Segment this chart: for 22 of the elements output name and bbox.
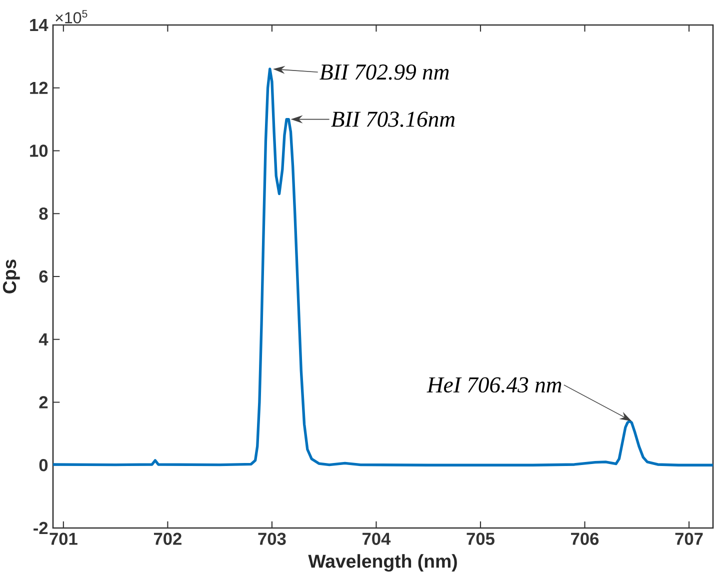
annotation: BII 703.16nm xyxy=(331,112,455,127)
x-tick-label: 707 xyxy=(675,532,703,545)
text: ×10$^{5}$ xyxy=(56,10,88,24)
x-axis-title: Wavelength (nm) xyxy=(308,554,457,572)
annotation: HeI 706.43 nm xyxy=(426,377,562,393)
y-axis-title: Cps xyxy=(2,260,20,294)
y-tick-label: 4 xyxy=(38,333,48,346)
y-tick-label: 10 xyxy=(30,144,48,157)
x-tick-label: 702 xyxy=(154,532,182,545)
annotation: BII 702.99 nm xyxy=(320,64,449,80)
y-tick-label: 12 xyxy=(30,82,48,94)
x-tick-label: 703 xyxy=(258,532,286,545)
y-tick-label: -2 xyxy=(34,522,48,534)
x-tick-label: 704 xyxy=(362,532,391,545)
x-tick-label: 701 xyxy=(50,532,78,545)
y-tick-label: 0 xyxy=(39,458,48,472)
x-tick-label: 706 xyxy=(571,532,599,545)
x-tick-label: 705 xyxy=(466,532,494,545)
y-tick-label: 14 xyxy=(30,19,48,31)
y-tick-label: 6 xyxy=(39,270,48,283)
y-tick-label: 8 xyxy=(39,207,48,220)
y-tick-label: 2 xyxy=(39,396,48,408)
